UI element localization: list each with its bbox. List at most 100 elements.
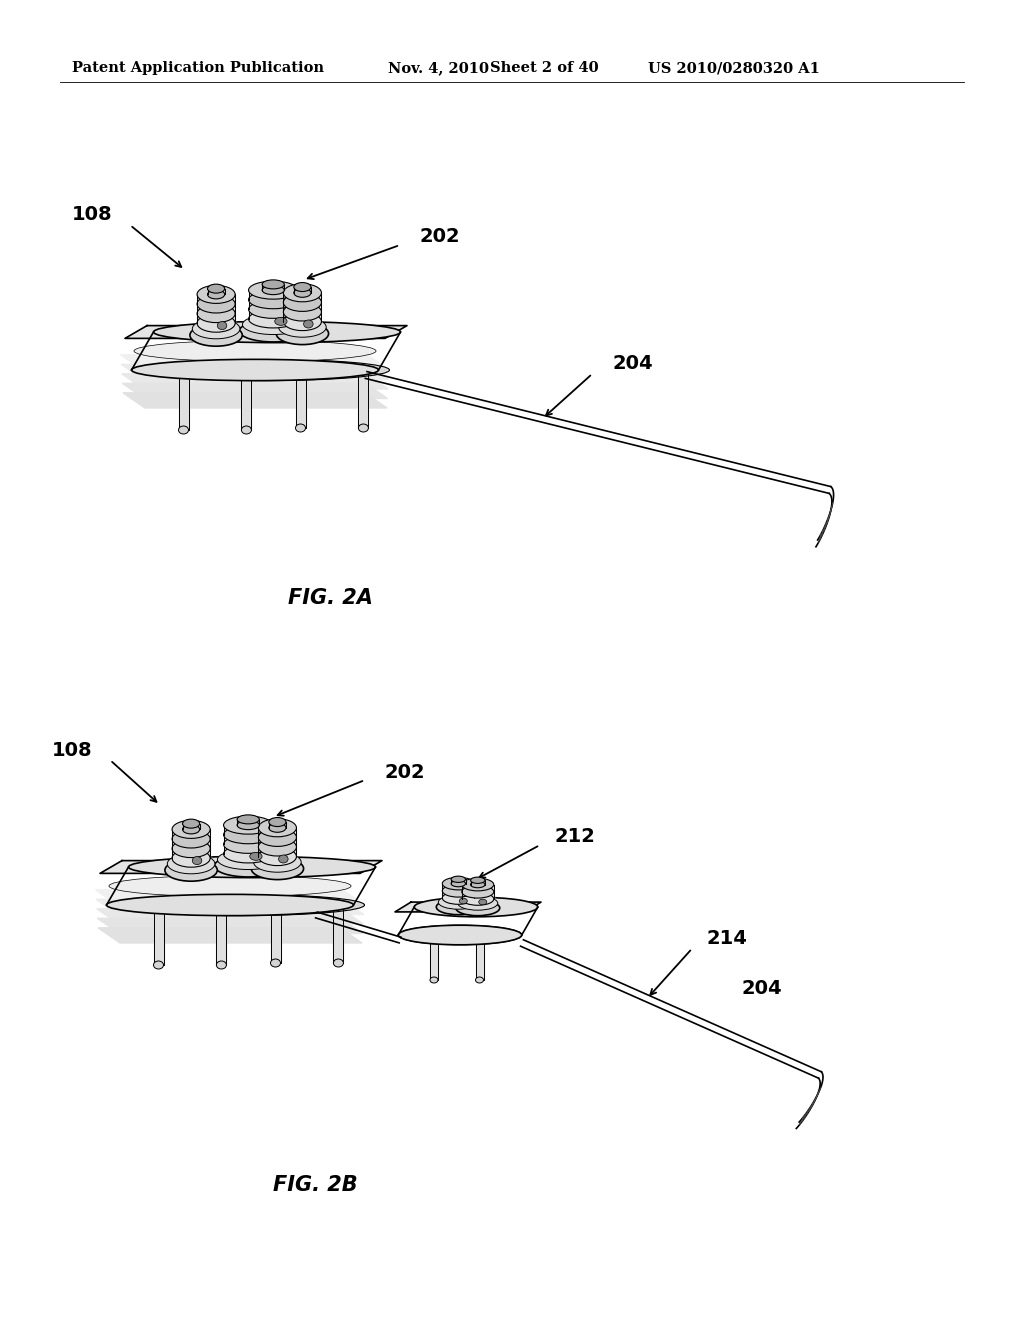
Text: 204: 204 bbox=[741, 979, 782, 998]
Ellipse shape bbox=[172, 849, 210, 867]
Polygon shape bbox=[249, 290, 298, 300]
Ellipse shape bbox=[303, 319, 313, 327]
Ellipse shape bbox=[154, 961, 164, 969]
Polygon shape bbox=[294, 286, 311, 293]
Polygon shape bbox=[475, 939, 483, 979]
Text: FIG. 2A: FIG. 2A bbox=[288, 587, 373, 609]
Ellipse shape bbox=[238, 814, 259, 824]
Ellipse shape bbox=[462, 892, 494, 906]
Polygon shape bbox=[96, 908, 364, 924]
Ellipse shape bbox=[238, 821, 259, 830]
Ellipse shape bbox=[462, 886, 494, 898]
Ellipse shape bbox=[167, 854, 215, 874]
Polygon shape bbox=[172, 840, 210, 849]
Ellipse shape bbox=[279, 317, 327, 337]
Ellipse shape bbox=[189, 325, 243, 346]
Ellipse shape bbox=[223, 845, 272, 863]
Ellipse shape bbox=[250, 853, 262, 861]
Polygon shape bbox=[197, 314, 236, 323]
Ellipse shape bbox=[193, 857, 202, 865]
Polygon shape bbox=[223, 845, 272, 854]
Polygon shape bbox=[462, 884, 494, 892]
Ellipse shape bbox=[430, 977, 438, 983]
Ellipse shape bbox=[172, 840, 210, 858]
Polygon shape bbox=[122, 383, 388, 399]
Ellipse shape bbox=[154, 321, 400, 343]
Text: 108: 108 bbox=[72, 206, 113, 224]
Polygon shape bbox=[334, 908, 343, 964]
Polygon shape bbox=[197, 294, 236, 304]
Ellipse shape bbox=[471, 876, 485, 883]
Polygon shape bbox=[172, 849, 210, 858]
Polygon shape bbox=[358, 374, 369, 428]
Ellipse shape bbox=[249, 301, 298, 318]
Ellipse shape bbox=[118, 895, 365, 916]
Ellipse shape bbox=[242, 426, 252, 434]
Ellipse shape bbox=[262, 285, 285, 294]
Polygon shape bbox=[249, 300, 298, 309]
Ellipse shape bbox=[106, 895, 353, 916]
Ellipse shape bbox=[294, 282, 311, 292]
Ellipse shape bbox=[197, 294, 236, 313]
Polygon shape bbox=[172, 829, 210, 840]
Polygon shape bbox=[284, 302, 322, 312]
Ellipse shape bbox=[479, 899, 486, 904]
Ellipse shape bbox=[258, 829, 296, 846]
Polygon shape bbox=[242, 375, 252, 430]
Ellipse shape bbox=[182, 820, 200, 828]
Polygon shape bbox=[97, 919, 362, 933]
Ellipse shape bbox=[398, 925, 522, 945]
Text: Sheet 2 of 40: Sheet 2 of 40 bbox=[490, 61, 599, 75]
Ellipse shape bbox=[284, 284, 322, 302]
Polygon shape bbox=[100, 861, 382, 874]
Ellipse shape bbox=[475, 977, 483, 983]
Ellipse shape bbox=[284, 313, 322, 330]
Ellipse shape bbox=[284, 304, 322, 321]
Polygon shape bbox=[452, 879, 466, 883]
Ellipse shape bbox=[442, 878, 474, 890]
Ellipse shape bbox=[258, 847, 296, 866]
Polygon shape bbox=[471, 880, 485, 884]
Polygon shape bbox=[121, 355, 389, 370]
Polygon shape bbox=[96, 899, 364, 915]
Ellipse shape bbox=[456, 900, 500, 916]
Ellipse shape bbox=[249, 281, 298, 300]
Ellipse shape bbox=[197, 285, 236, 304]
Text: 204: 204 bbox=[612, 354, 652, 374]
Ellipse shape bbox=[165, 859, 217, 882]
Polygon shape bbox=[238, 820, 259, 825]
Polygon shape bbox=[269, 822, 286, 828]
Ellipse shape bbox=[223, 826, 272, 843]
Polygon shape bbox=[442, 891, 474, 898]
Polygon shape bbox=[208, 289, 224, 294]
Polygon shape bbox=[178, 375, 188, 430]
Ellipse shape bbox=[197, 305, 236, 322]
Polygon shape bbox=[442, 883, 474, 891]
Ellipse shape bbox=[214, 855, 282, 876]
Polygon shape bbox=[197, 304, 236, 314]
Ellipse shape bbox=[134, 341, 376, 362]
Ellipse shape bbox=[172, 821, 210, 838]
Polygon shape bbox=[223, 834, 272, 845]
Polygon shape bbox=[395, 902, 541, 912]
Polygon shape bbox=[258, 847, 296, 857]
Ellipse shape bbox=[334, 960, 343, 968]
Text: 202: 202 bbox=[420, 227, 461, 247]
Polygon shape bbox=[98, 928, 362, 942]
Ellipse shape bbox=[270, 960, 281, 968]
Ellipse shape bbox=[442, 892, 474, 904]
Text: FIG. 2B: FIG. 2B bbox=[272, 1175, 357, 1195]
Polygon shape bbox=[270, 908, 281, 964]
Polygon shape bbox=[258, 828, 296, 837]
Text: 212: 212 bbox=[555, 828, 595, 846]
Ellipse shape bbox=[249, 290, 298, 309]
Ellipse shape bbox=[276, 322, 329, 345]
Polygon shape bbox=[284, 293, 322, 302]
Polygon shape bbox=[182, 824, 200, 829]
Ellipse shape bbox=[216, 961, 226, 969]
Ellipse shape bbox=[274, 317, 287, 325]
Ellipse shape bbox=[442, 884, 474, 898]
Polygon shape bbox=[125, 326, 407, 338]
Ellipse shape bbox=[249, 310, 298, 327]
Ellipse shape bbox=[217, 850, 279, 870]
